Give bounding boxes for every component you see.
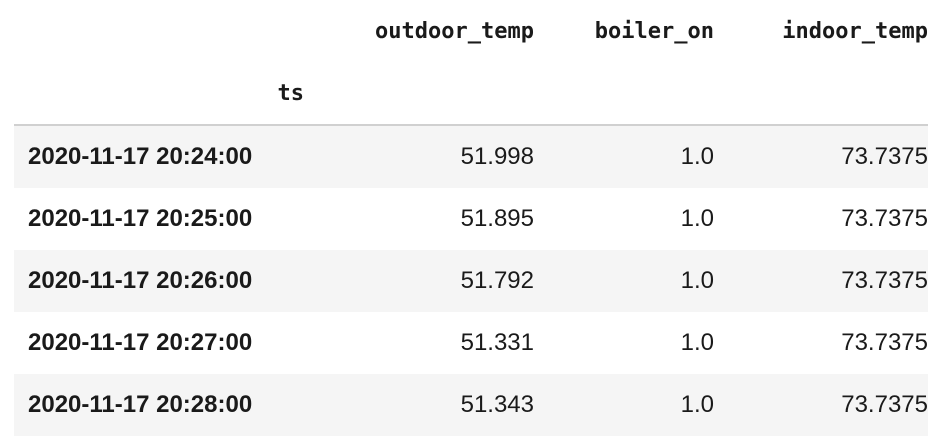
row-index-cell: 2020-11-17 20:28:00 xyxy=(14,374,304,436)
column-header-row: outdoor_temp boiler_on indoor_temp xyxy=(14,0,928,62)
row-index-cell: 2020-11-17 20:24:00 xyxy=(14,125,304,188)
table-row: 2020-11-17 20:25:00 51.895 1.0 73.7375 xyxy=(14,188,928,250)
blank-corner-cell xyxy=(14,0,304,62)
table-header: outdoor_temp boiler_on indoor_temp ts xyxy=(14,0,928,126)
boiler-on-cell: 1.0 xyxy=(534,374,714,436)
outdoor-temp-cell: 51.792 xyxy=(304,250,534,312)
indoor-temp-cell: 73.7375 xyxy=(714,250,928,312)
row-index-cell: 2020-11-17 20:27:00 xyxy=(14,312,304,374)
index-name-row: ts xyxy=(14,62,928,126)
outdoor-temp-cell: 51.998 xyxy=(304,125,534,188)
table-body: 2020-11-17 20:24:00 51.998 1.0 73.7375 2… xyxy=(14,125,928,436)
indoor-temp-cell: 73.7375 xyxy=(714,312,928,374)
outdoor-temp-cell: 51.895 xyxy=(304,188,534,250)
table-row: 2020-11-17 20:27:00 51.331 1.0 73.7375 xyxy=(14,312,928,374)
indoor-temp-cell: 73.7375 xyxy=(714,188,928,250)
column-header-indoor-temp: indoor_temp xyxy=(782,18,928,44)
row-index-cell: 2020-11-17 20:25:00 xyxy=(14,188,304,250)
indoor-temp-cell: 73.7375 xyxy=(714,125,928,188)
column-header-boiler-on: boiler_on xyxy=(594,18,714,44)
column-header-outdoor-temp: outdoor_temp xyxy=(375,18,534,44)
table-row: 2020-11-17 20:26:00 51.792 1.0 73.7375 xyxy=(14,250,928,312)
outdoor-temp-cell: 51.343 xyxy=(304,374,534,436)
table-row: 2020-11-17 20:24:00 51.998 1.0 73.7375 xyxy=(14,125,928,188)
row-index-cell: 2020-11-17 20:26:00 xyxy=(14,250,304,312)
boiler-on-cell: 1.0 xyxy=(534,250,714,312)
dataframe-output: outdoor_temp boiler_on indoor_temp ts 20… xyxy=(14,0,928,444)
index-name-header: ts xyxy=(14,62,304,126)
outdoor-temp-cell: 51.331 xyxy=(304,312,534,374)
dataframe-table: outdoor_temp boiler_on indoor_temp ts 20… xyxy=(14,0,928,436)
indoor-temp-cell: 73.7375 xyxy=(714,374,928,436)
table-row: 2020-11-17 20:28:00 51.343 1.0 73.7375 xyxy=(14,374,928,436)
boiler-on-cell: 1.0 xyxy=(534,188,714,250)
boiler-on-cell: 1.0 xyxy=(534,312,714,374)
boiler-on-cell: 1.0 xyxy=(534,125,714,188)
